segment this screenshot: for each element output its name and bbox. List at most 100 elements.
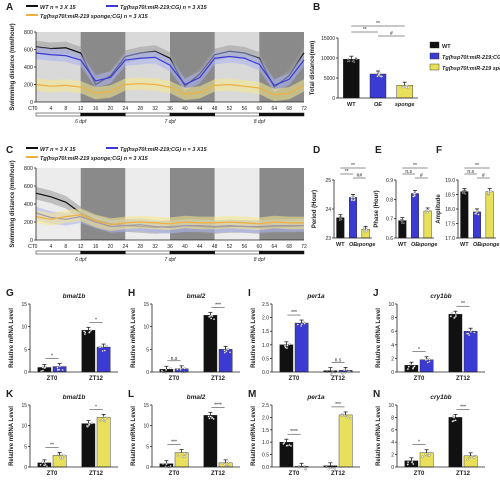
series-band-2 (36, 208, 304, 231)
data-point (428, 360, 431, 363)
data-point (353, 199, 356, 202)
data-point (378, 72, 381, 75)
y-tick-label: 0.5 (262, 356, 269, 362)
panel-letter-c: C (6, 145, 13, 156)
data-point (425, 212, 428, 215)
data-point (353, 196, 356, 199)
data-point (350, 198, 353, 201)
gene-title: bmal2 (187, 293, 206, 300)
data-point (213, 318, 216, 321)
data-point (340, 216, 343, 219)
data-point (376, 75, 379, 78)
sig-label: ** (345, 169, 349, 175)
data-point (302, 321, 305, 324)
data-point (351, 60, 354, 63)
data-point (454, 315, 457, 318)
data-point (59, 457, 62, 460)
y-tick-label: 18.0 (445, 207, 455, 213)
sig-label: **** (214, 402, 222, 408)
sig-label: ** (413, 163, 417, 169)
y-axis-label: Period (Hour) (312, 190, 318, 228)
x-tick-label: ZT0 (47, 471, 58, 477)
series-line-2 (35, 214, 304, 226)
data-point (353, 61, 356, 64)
data-point (227, 461, 230, 464)
x-tick-label: 8 (64, 244, 67, 250)
data-point (103, 420, 107, 423)
y-axis-label: Relative mRNA Level (131, 308, 137, 368)
x-tick-label: ZT12 (211, 376, 226, 382)
x-tick-label: 52 (227, 244, 233, 250)
data-point (452, 419, 455, 422)
data-point (428, 454, 431, 457)
y-tick-label: 17.5 (445, 222, 455, 228)
y-tick-label: 10 (388, 403, 394, 409)
y-tick-label: 800 (24, 30, 33, 36)
data-point (364, 229, 367, 232)
y-tick-label: 18.5 (445, 193, 455, 199)
data-point (300, 323, 303, 326)
y-axis-label: Amplitude (436, 194, 442, 224)
x-tick-label: ZT0 (289, 471, 300, 477)
light-dark-bar (169, 112, 215, 117)
data-point (426, 361, 429, 364)
x-tick-label: 72 (301, 106, 307, 112)
bar-oe (473, 211, 482, 239)
data-point (207, 415, 210, 418)
y-tick-label: 1.5 (262, 428, 269, 434)
x-tick-label: 72 (301, 244, 307, 250)
data-point (85, 424, 88, 428)
y-tick-label: 0.0 (262, 370, 269, 376)
data-point (473, 331, 476, 334)
gene-title: bmal1b (63, 293, 86, 300)
data-point (43, 464, 46, 467)
bar-wt (343, 59, 360, 99)
data-point (449, 315, 452, 318)
x-tick-label: 20 (108, 106, 114, 112)
data-point (468, 334, 471, 337)
data-point (283, 344, 286, 347)
data-point (223, 349, 226, 352)
data-point (300, 324, 303, 328)
data-point (427, 209, 430, 212)
data-point (39, 463, 42, 466)
light-dark-bar (259, 250, 305, 255)
y-tick-label: 0 (391, 370, 394, 376)
data-point (424, 453, 427, 456)
bar-zt0-wt (404, 460, 419, 468)
y-tick-label: 10 (21, 424, 27, 430)
y-tick-label: 15 (143, 302, 149, 308)
sig-label: *** (335, 402, 341, 408)
day-label: 8 dpf (254, 257, 266, 263)
y-tick-label: 600 (24, 184, 33, 190)
bar-zt12-sponge (338, 414, 353, 468)
x-tick-label: ZT12 (331, 471, 346, 477)
data-point (303, 322, 306, 325)
data-point (285, 444, 288, 447)
data-point (60, 453, 63, 456)
data-point (165, 368, 168, 371)
data-point (407, 365, 410, 368)
data-point (87, 423, 90, 426)
sig-label: ** (461, 301, 465, 307)
y-tick-label: 800 (24, 166, 33, 172)
data-point (177, 452, 180, 455)
data-point (57, 453, 60, 456)
y-tick-label: 10 (388, 302, 394, 308)
data-point (282, 442, 285, 445)
data-point (477, 213, 480, 216)
data-point (468, 457, 471, 460)
bar-sponge (423, 210, 432, 239)
data-point (406, 368, 409, 371)
y-tick-label: 10 (143, 424, 149, 430)
y-tick-label: 0 (30, 100, 33, 106)
x-tick-label: 4 (49, 106, 52, 112)
panel-letter-g: G (6, 288, 14, 299)
bar-zt0-wt (404, 365, 419, 373)
sig-label: **** (290, 429, 298, 435)
panel-letter-b: B (313, 2, 320, 13)
x-tick-label: sponge (418, 242, 438, 248)
x-tick-label: ZT0 (47, 376, 58, 382)
data-point (208, 417, 211, 420)
y-tick-label: 0 (24, 370, 27, 376)
